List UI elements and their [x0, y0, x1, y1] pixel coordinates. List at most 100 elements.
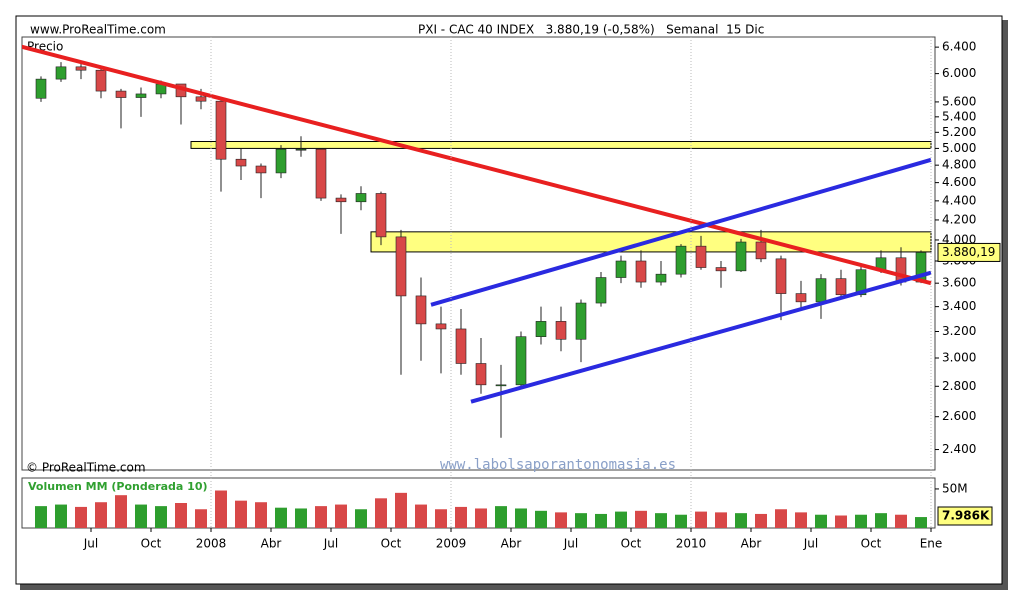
- volume-bar: [775, 509, 787, 528]
- y-tick-label: 4.200: [942, 212, 976, 226]
- y-tick-label: 3.600: [942, 276, 976, 290]
- y-tick-label: 3.000: [942, 350, 976, 364]
- candle-body: [135, 93, 147, 98]
- candle-body: [835, 278, 847, 296]
- candle-body: [815, 278, 827, 303]
- volume-bar: [235, 500, 247, 528]
- candle-body: [195, 96, 207, 102]
- volume-bar: [835, 515, 847, 528]
- x-tick-label: Oct: [861, 537, 882, 551]
- volume-bar: [95, 502, 107, 528]
- candle-body: [335, 197, 347, 203]
- volume-bar: [635, 510, 647, 528]
- y-tick-label: 2.800: [942, 379, 976, 393]
- volume-bar: [255, 502, 267, 528]
- x-tick-label: Oct: [141, 537, 162, 551]
- trendline: [22, 44, 932, 286]
- price-area: [22, 44, 932, 438]
- y-tick-label: 4.600: [942, 175, 976, 189]
- candle-body: [415, 295, 427, 325]
- candle-body: [215, 100, 227, 160]
- trendline: [470, 270, 932, 404]
- volume-bar: [375, 498, 387, 528]
- x-tick-label: Jul: [323, 537, 338, 551]
- volume-bar: [595, 513, 607, 528]
- y-tick-label: 5.000: [942, 141, 976, 155]
- x-tick-label: Abr: [501, 537, 522, 551]
- volume-bar: [355, 509, 367, 528]
- candle-body: [275, 148, 287, 174]
- trendline: [430, 157, 932, 307]
- candle-body: [235, 158, 247, 167]
- candle-body: [515, 336, 527, 386]
- volume-bar: [675, 514, 687, 528]
- candle-body: [755, 241, 767, 260]
- candle-body: [675, 245, 687, 275]
- candle-body: [295, 148, 307, 151]
- volume-bar: [915, 517, 927, 528]
- volume-bar: [795, 512, 807, 528]
- volume-bar: [575, 513, 587, 528]
- candle-body: [655, 273, 667, 283]
- candle-body: [555, 321, 567, 340]
- volume-bar: [275, 507, 287, 528]
- chart-title: PXI - CAC 40 INDEX 3.880,19 (-0,58%) Sem…: [418, 23, 764, 37]
- zone: [190, 140, 932, 149]
- x-tick-label: Oct: [621, 537, 642, 551]
- volume-bar: [295, 508, 307, 528]
- candle-body: [695, 245, 707, 268]
- volume-bar: [735, 513, 747, 528]
- volume-bar: [435, 509, 447, 528]
- candle-body: [575, 302, 587, 340]
- volume-bar: [75, 506, 87, 528]
- candle-body: [115, 90, 127, 98]
- candle-body: [735, 241, 747, 272]
- volume-bar: [175, 503, 187, 528]
- y-tick-label: 5.200: [942, 125, 976, 139]
- x-tick-label: Jul: [83, 537, 98, 551]
- volume-bar: [855, 514, 867, 528]
- volume-bar: [895, 514, 907, 528]
- volume-bar: [515, 508, 527, 528]
- candle-body: [635, 260, 647, 283]
- site: www.ProRealTime.com: [30, 23, 166, 37]
- candle-body: [435, 323, 447, 330]
- volume-bar: [695, 511, 707, 528]
- volume-bar: [195, 509, 207, 528]
- x-tick-label: 2009: [436, 537, 467, 551]
- price-panel: [21, 36, 936, 471]
- last-volume-box: [937, 506, 993, 526]
- watermark: www.labolsaporantonomasia.es: [440, 457, 676, 473]
- volume-bar: [655, 513, 667, 528]
- volume-bar: [315, 506, 327, 528]
- candle-body: [35, 78, 47, 99]
- last-price-box: [937, 242, 1001, 262]
- x-tick-label: Jul: [803, 537, 818, 551]
- x-tick-label: Abr: [261, 537, 282, 551]
- volume-bar: [535, 510, 547, 528]
- volume-bar: [755, 513, 767, 528]
- volume-bar: [155, 506, 167, 528]
- volume-bar: [475, 508, 487, 528]
- volume-bar: [455, 506, 467, 528]
- candle-body: [495, 384, 507, 387]
- volume-bar: [715, 512, 727, 528]
- y-tick-label: 4.400: [942, 193, 976, 207]
- x-tick-label: Jul: [563, 537, 578, 551]
- candle-body: [855, 269, 867, 296]
- volume-bar: [815, 514, 827, 528]
- candle-body: [395, 236, 407, 297]
- volume-bar: [615, 511, 627, 528]
- y-tick-label: 6.000: [942, 66, 976, 80]
- y-tick-label: 2.600: [942, 409, 976, 423]
- volume-title: Volumen MM (Ponderada 10): [28, 480, 208, 493]
- candle-body: [75, 66, 87, 71]
- volume-bar: [35, 506, 47, 528]
- volume-bar: [415, 504, 427, 528]
- y-tick-label: 5.400: [942, 109, 976, 123]
- y-tick-label: 5.600: [942, 94, 976, 108]
- volume-bars: [35, 490, 927, 528]
- candle-body: [615, 260, 627, 278]
- candle-body: [535, 321, 547, 337]
